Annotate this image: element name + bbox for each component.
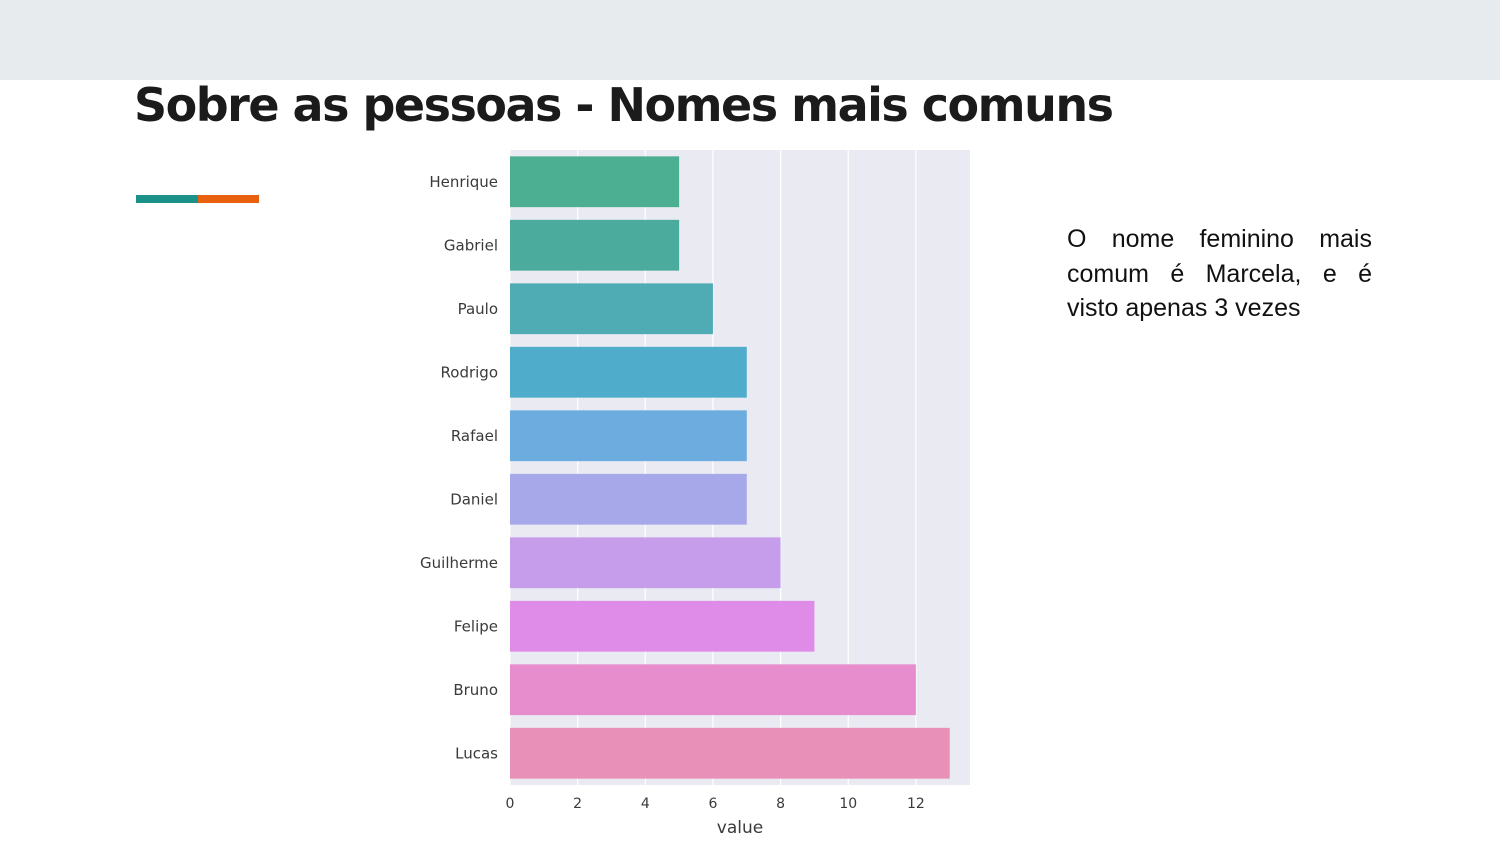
x-tick-label-0: 0 xyxy=(506,796,515,812)
y-tick-label-paulo: Paulo xyxy=(458,300,498,318)
y-tick-label-rodrigo: Rodrigo xyxy=(441,363,498,381)
y-tick-label-gabriel: Gabriel xyxy=(444,236,498,254)
bar-rodrigo xyxy=(510,346,747,398)
x-tick-label-12: 12 xyxy=(907,796,925,812)
y-tick-label-bruno: Bruno xyxy=(453,681,498,699)
bar-chart: Henrique Gabriel Paulo Rodrigo Rafael Daniel G… xyxy=(420,150,970,838)
bar-felipe xyxy=(510,600,815,652)
bar-rafael xyxy=(510,410,747,462)
bar-bruno xyxy=(510,664,916,716)
x-tick-label-8: 8 xyxy=(776,796,785,812)
x-tick-label-4: 4 xyxy=(641,796,650,812)
y-tick-label-daniel: Daniel xyxy=(450,490,498,508)
accent-bar-teal xyxy=(136,195,198,203)
bar-lucas xyxy=(510,727,950,779)
bar-guilherme xyxy=(510,537,781,589)
header-band xyxy=(0,0,1500,80)
accent-bar-orange xyxy=(198,195,259,203)
y-tick-label-henrique: Henrique xyxy=(429,173,498,191)
bar-henrique xyxy=(510,156,680,208)
slide-title: Sobre as pessoas - Nomes mais comuns xyxy=(134,78,1114,132)
bar-paulo xyxy=(510,283,713,335)
y-tick-label-felipe: Felipe xyxy=(454,617,498,635)
x-tick-label-6: 6 xyxy=(708,796,717,812)
y-tick-label-lucas: Lucas xyxy=(455,744,498,762)
x-tick-label-10: 10 xyxy=(839,796,857,812)
bar-daniel xyxy=(510,473,747,525)
x-axis-label: value xyxy=(717,818,763,838)
y-tick-label-guilherme: Guilherme xyxy=(420,554,498,572)
x-tick-label-2: 2 xyxy=(573,796,582,812)
side-note: O nome feminino mais comum é Marcela, e … xyxy=(1067,225,1372,322)
y-tick-label-rafael: Rafael xyxy=(451,427,498,445)
bar-gabriel xyxy=(510,219,680,271)
